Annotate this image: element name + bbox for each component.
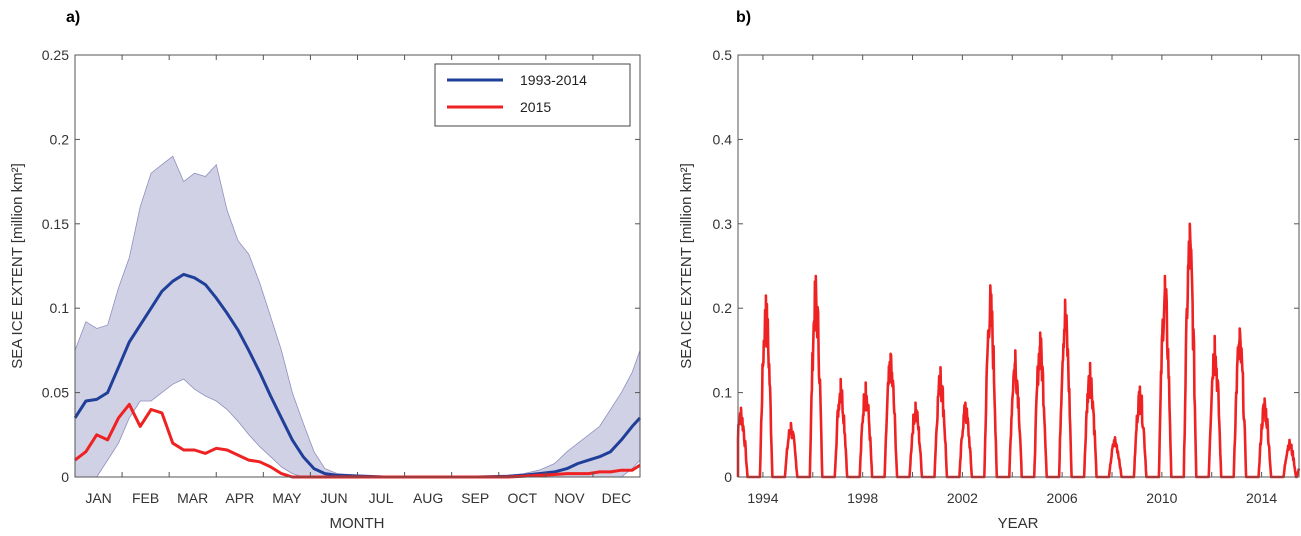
y-tick-label: 0.2 [713,300,733,316]
range-band [74,155,641,478]
x-tick-label: 2002 [947,490,978,506]
panel-b-x-ticks: 1994 1998 2002 2006 2010 2014 [747,55,1277,506]
x-tick-label: JAN [85,490,111,506]
x-tick-label: APR [225,490,254,506]
legend: 1993-2014 2015 [434,63,631,127]
panel-b: b) 0 0.1 0.2 0.3 0.4 0.5 1994 1998 2002 2006 2010… [678,9,1301,532]
x-tick-label: MAY [272,490,302,506]
y-tick-label: 0.1 [713,385,733,401]
y-tick-label: 0.25 [42,47,69,63]
legend-label-2015: 2015 [520,99,551,115]
panel-b-plot-area [736,222,1301,479]
x-tick-label: 2006 [1047,490,1078,506]
x-tick-label: MAR [177,490,208,506]
panel-b-frame [737,54,1300,478]
x-tick-label: JUL [369,490,394,506]
series-line-timeseries [736,222,1301,479]
x-tick-label: 2010 [1146,490,1177,506]
y-tick-label: 0.5 [713,47,733,63]
x-tick-label: AUG [413,490,443,506]
y-tick-label: 0.1 [50,300,70,316]
x-tick-label: JUN [320,490,347,506]
y-tick-label: 0.4 [713,131,733,147]
x-tick-label: 1994 [747,490,778,506]
x-tick-label: 1998 [847,490,878,506]
series-line-2015 [74,402,641,479]
y-tick-label: 0.05 [42,385,69,401]
x-tick-label: FEB [132,490,159,506]
y-tick-label: 0.3 [713,216,733,232]
y-tick-label: 0.2 [50,131,70,147]
x-tick-label: OCT [508,490,538,506]
panel-b-y-axis-label: SEA ICE EXTENT [million km²] [678,163,695,369]
panel-a-label: a) [66,9,80,26]
legend-label-climatology: 1993-2014 [520,72,587,88]
panel-a-y-ticks: 0 0.05 0.1 0.15 0.2 0.25 [42,47,640,485]
panel-a-y-axis-label: SEA ICE EXTENT [million km²] [9,163,26,369]
panel-a-plot-area [73,155,642,479]
x-tick-label: DEC [602,490,632,506]
y-tick-label: 0.15 [42,216,69,232]
panel-a-x-axis-label: MONTH [330,515,385,532]
y-tick-label: 0 [61,469,69,485]
series-line-climatology [73,272,642,479]
legend-box [434,63,631,127]
panel-a-x-ticks: JAN FEB MAR APR MAY JUN JUL AUG SEP OCT NOV DEC [85,55,631,506]
panel-b-x-axis-label: YEAR [998,515,1039,532]
panel-b-label: b) [736,9,751,26]
y-tick-label: 0 [724,469,732,485]
x-tick-label: NOV [554,490,585,506]
panel-b-y-ticks: 0 0.1 0.2 0.3 0.4 0.5 [713,47,1299,485]
panel-a: a) 0 0.05 0.1 0.15 0.2 0.25 JAN FEB MAR APR MAY JU… [9,9,642,532]
x-tick-label: 2014 [1246,490,1277,506]
x-tick-label: SEP [461,490,489,506]
